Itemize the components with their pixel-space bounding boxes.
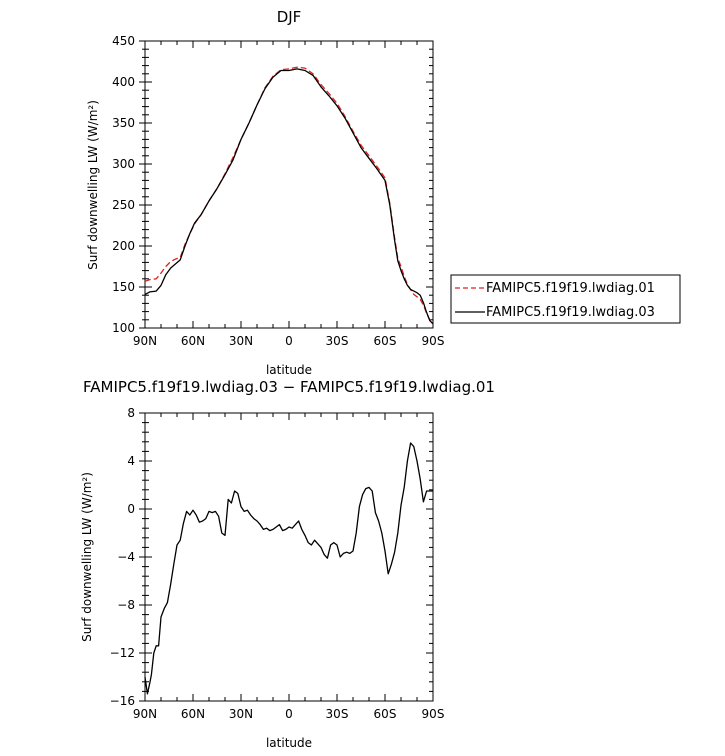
legend: FAMIPC5.f19f19.lwdiag.01 FAMIPC5.f19f19.… [450,274,681,324]
top-y-tick-label: 100 [112,321,135,335]
top-y-ticks: 100 150 200 250 300 350 400 450 [112,34,433,335]
top-series-lines [144,66,434,325]
bottom-x-tick-label: 90N [133,707,157,721]
top-y-tick-label: 250 [112,198,135,212]
bottom-y-tick-label: −16 [110,694,135,708]
top-series-line-2 [144,68,434,325]
bottom-x-axis-label: latitude [266,736,312,750]
bottom-y-tick-label: −4 [117,550,135,564]
top-series-line-1 [144,66,434,323]
top-x-ticks: 90N 60N 30N 0 30S 60S 90S [133,41,445,348]
top-x-tick-label: 60S [374,334,397,348]
top-x-tick-label: 30N [229,334,253,348]
bottom-y-tick-label: −8 [117,598,135,612]
bottom-chart-title: FAMIPC5.f19f19.lwdiag.03 − FAMIPC5.f19f1… [83,378,495,396]
top-plot-frame [144,40,434,329]
legend-label-03: FAMIPC5.f19f19.lwdiag.03 [486,305,655,320]
top-panel: DJF 90N 60N 30N 0 30S 60S 90S 100 150 200 250 300 3… [86,8,444,377]
bottom-x-tick-label: 60S [374,707,397,721]
top-x-tick-label: 90N [133,334,157,348]
bottom-y-tick-label: −12 [110,646,135,660]
top-chart-title: DJF [277,8,302,26]
top-y-tick-label: 150 [112,280,135,294]
bottom-y-tick-label: 4 [127,454,135,468]
bottom-x-tick-label: 60N [181,707,205,721]
bottom-x-tick-label: 30S [326,707,349,721]
legend-label-01: FAMIPC5.f19f19.lwdiag.01 [486,281,655,296]
top-y-tick-label: 350 [112,116,135,130]
bottom-x-tick-label: 0 [285,707,293,721]
top-y-axis-label: Surf downwelling LW (W/m²) [86,100,100,270]
bottom-y-tick-label: 0 [127,502,135,516]
bottom-plot-frame [144,412,434,702]
bottom-x-tick-label: 30N [229,707,253,721]
bottom-panel: FAMIPC5.f19f19.lwdiag.03 − FAMIPC5.f19f1… [80,378,495,750]
bottom-y-axis-label: Surf downwelling LW (W/m²) [80,472,94,642]
top-x-tick-label: 60N [181,334,205,348]
bottom-x-tick-label: 90S [422,707,445,721]
top-x-tick-label: 0 [285,334,293,348]
top-y-tick-label: 300 [112,157,135,171]
bottom-y-tick-label: 8 [127,406,135,420]
top-y-tick-label: 450 [112,34,135,48]
top-x-tick-label: 90S [422,334,445,348]
top-x-tick-label: 30S [326,334,349,348]
bottom-series-lines [144,442,433,695]
top-y-tick-label: 200 [112,239,135,253]
top-x-axis-label: latitude [266,363,312,377]
bottom-x-ticks: 90N 60N 30N 0 30S 60S 90S [133,413,445,721]
bottom-series-line-1 [144,442,433,695]
bottom-y-ticks: −16 −12 −8 −4 0 4 8 [110,406,433,708]
legend-box [450,274,681,324]
top-y-tick-label: 400 [112,75,135,89]
